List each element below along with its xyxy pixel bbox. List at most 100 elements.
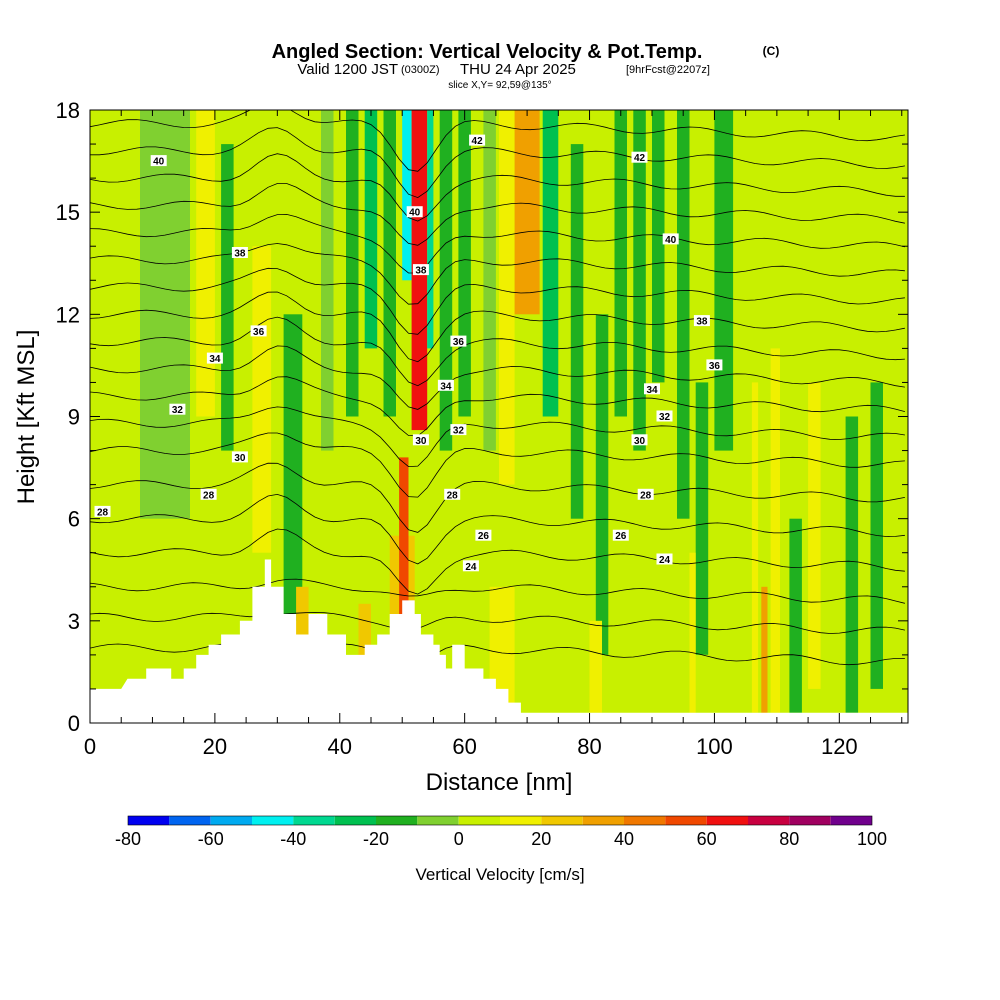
subtitle-date: THU 24 Apr 2025: [460, 61, 576, 78]
contour-label-box: [469, 134, 486, 146]
pot-temp-contour: [90, 183, 905, 246]
velocity-band: [196, 110, 215, 417]
contour-label-box: [693, 315, 710, 327]
contour-label: 28: [447, 490, 459, 501]
colorbar-swatch: [748, 816, 790, 825]
contour-label: 40: [665, 235, 677, 246]
velocity-band: [458, 110, 471, 417]
velocity-band: [221, 144, 234, 451]
x-tick-label: 20: [203, 734, 227, 759]
contour-label: 28: [97, 507, 109, 518]
contour-label: 30: [234, 453, 246, 464]
pot-temp-contour: [90, 153, 905, 222]
pot-temp-contour-labels: 40 42 42 40 40 38 38 38 36 36 36 34 34 34 32 32 32 30 30 30…: [94, 134, 723, 573]
pot-temp-contour: [90, 376, 906, 437]
colorbar-tick-label: 40: [614, 829, 634, 849]
contour-label-box: [644, 383, 660, 395]
contour-label: 24: [659, 555, 671, 566]
contour-label-box: [462, 560, 479, 572]
velocity-band: [770, 348, 780, 713]
pot-temp-contour: [90, 243, 905, 305]
colorbar-tick-label: 100: [857, 829, 887, 849]
colorbar-swatch: [169, 816, 211, 825]
contour-label: 30: [634, 436, 646, 447]
x-axis-ticks: 0 20 40 60 80 100 120: [84, 110, 903, 759]
contour-label-box: [612, 529, 629, 541]
velocity-band: [589, 620, 602, 713]
velocity-band: [789, 518, 802, 713]
contour-label: 36: [453, 337, 465, 348]
colorbar-swatch: [252, 816, 294, 825]
velocity-band: [383, 110, 396, 417]
velocity-band: [283, 314, 303, 621]
slice-label: slice X,Y= 92,59@135°: [448, 80, 551, 91]
pot-temp-contour: [90, 345, 905, 410]
colorbar-tick-label: -40: [280, 829, 306, 849]
velocity-band: [595, 314, 609, 655]
velocity-band: [483, 110, 496, 451]
subtitle-valid: Valid 1200 JST: [297, 61, 398, 78]
contour-label-box: [200, 488, 217, 500]
pot-temp-contour: [90, 267, 905, 335]
contour-label: 32: [453, 426, 465, 437]
pot-temp-contour: [90, 432, 905, 498]
velocity-band: [542, 110, 559, 417]
contour-label: 34: [209, 354, 221, 365]
pot-temp-contour: [90, 127, 905, 199]
contour-label: 38: [234, 249, 246, 260]
contour-label-box: [656, 553, 673, 565]
velocity-band: [695, 382, 709, 655]
y-tick-label: 12: [56, 302, 80, 327]
velocity-band: [439, 110, 453, 451]
y-tick-label: 18: [56, 98, 80, 123]
contour-label: 40: [409, 208, 421, 219]
velocity-band: [346, 110, 359, 417]
contour-label: 30: [415, 436, 427, 447]
velocity-band: [402, 110, 412, 281]
velocity-band: [633, 110, 646, 451]
colorbar-swatch: [541, 816, 583, 825]
contour-label: 42: [634, 153, 646, 164]
pot-temp-contour: [90, 316, 905, 387]
x-tick-label: 100: [696, 734, 733, 759]
colorbar-swatch: [293, 816, 335, 825]
contour-label-box: [437, 379, 454, 391]
colorbar-label: Vertical Velocity [cm/s]: [415, 865, 584, 884]
y-tick-label: 3: [68, 609, 80, 634]
contour-label-box: [450, 335, 467, 347]
contour-label-box: [150, 155, 167, 167]
contour-label-box: [444, 488, 461, 500]
velocity-band: [751, 382, 759, 713]
colorbar-swatch: [458, 816, 500, 825]
velocity-band: [845, 416, 859, 713]
velocity-band: [761, 586, 768, 713]
velocity-band: [321, 110, 334, 451]
colorbar-tick-label: 0: [454, 829, 464, 849]
pot-temp-contour: [90, 528, 905, 595]
chart-title-unit: (C): [763, 44, 780, 58]
contour-label-box: [412, 434, 429, 446]
contour-label-box: [631, 151, 648, 163]
contour-label: 28: [640, 490, 652, 501]
contour-label-box: [406, 206, 423, 218]
contour-label-box: [169, 403, 186, 415]
colorbar-frame: [127, 815, 873, 826]
x-tick-label: 80: [577, 734, 601, 759]
colorbar-swatch: [210, 816, 252, 825]
x-axis-label: Distance [nm]: [426, 769, 573, 796]
contour-label-box: [206, 352, 223, 364]
colorbar-swatch: [128, 816, 170, 825]
contour-label-box: [475, 529, 492, 541]
x-tick-label: 0: [84, 734, 96, 759]
velocity-band: [570, 144, 584, 519]
velocity-band: [614, 110, 627, 417]
pot-temp-contour: [90, 110, 905, 172]
subtitle-forecast: [9hrFcst@2207z]: [626, 64, 710, 76]
contour-label: 40: [153, 157, 165, 168]
colorbar: [127, 815, 873, 826]
contour-label: 28: [203, 490, 215, 501]
contour-label: 38: [696, 317, 708, 328]
colorbar-swatch: [500, 816, 542, 825]
colorbar-swatch: [665, 816, 707, 825]
colorbar-swatch: [582, 816, 624, 825]
